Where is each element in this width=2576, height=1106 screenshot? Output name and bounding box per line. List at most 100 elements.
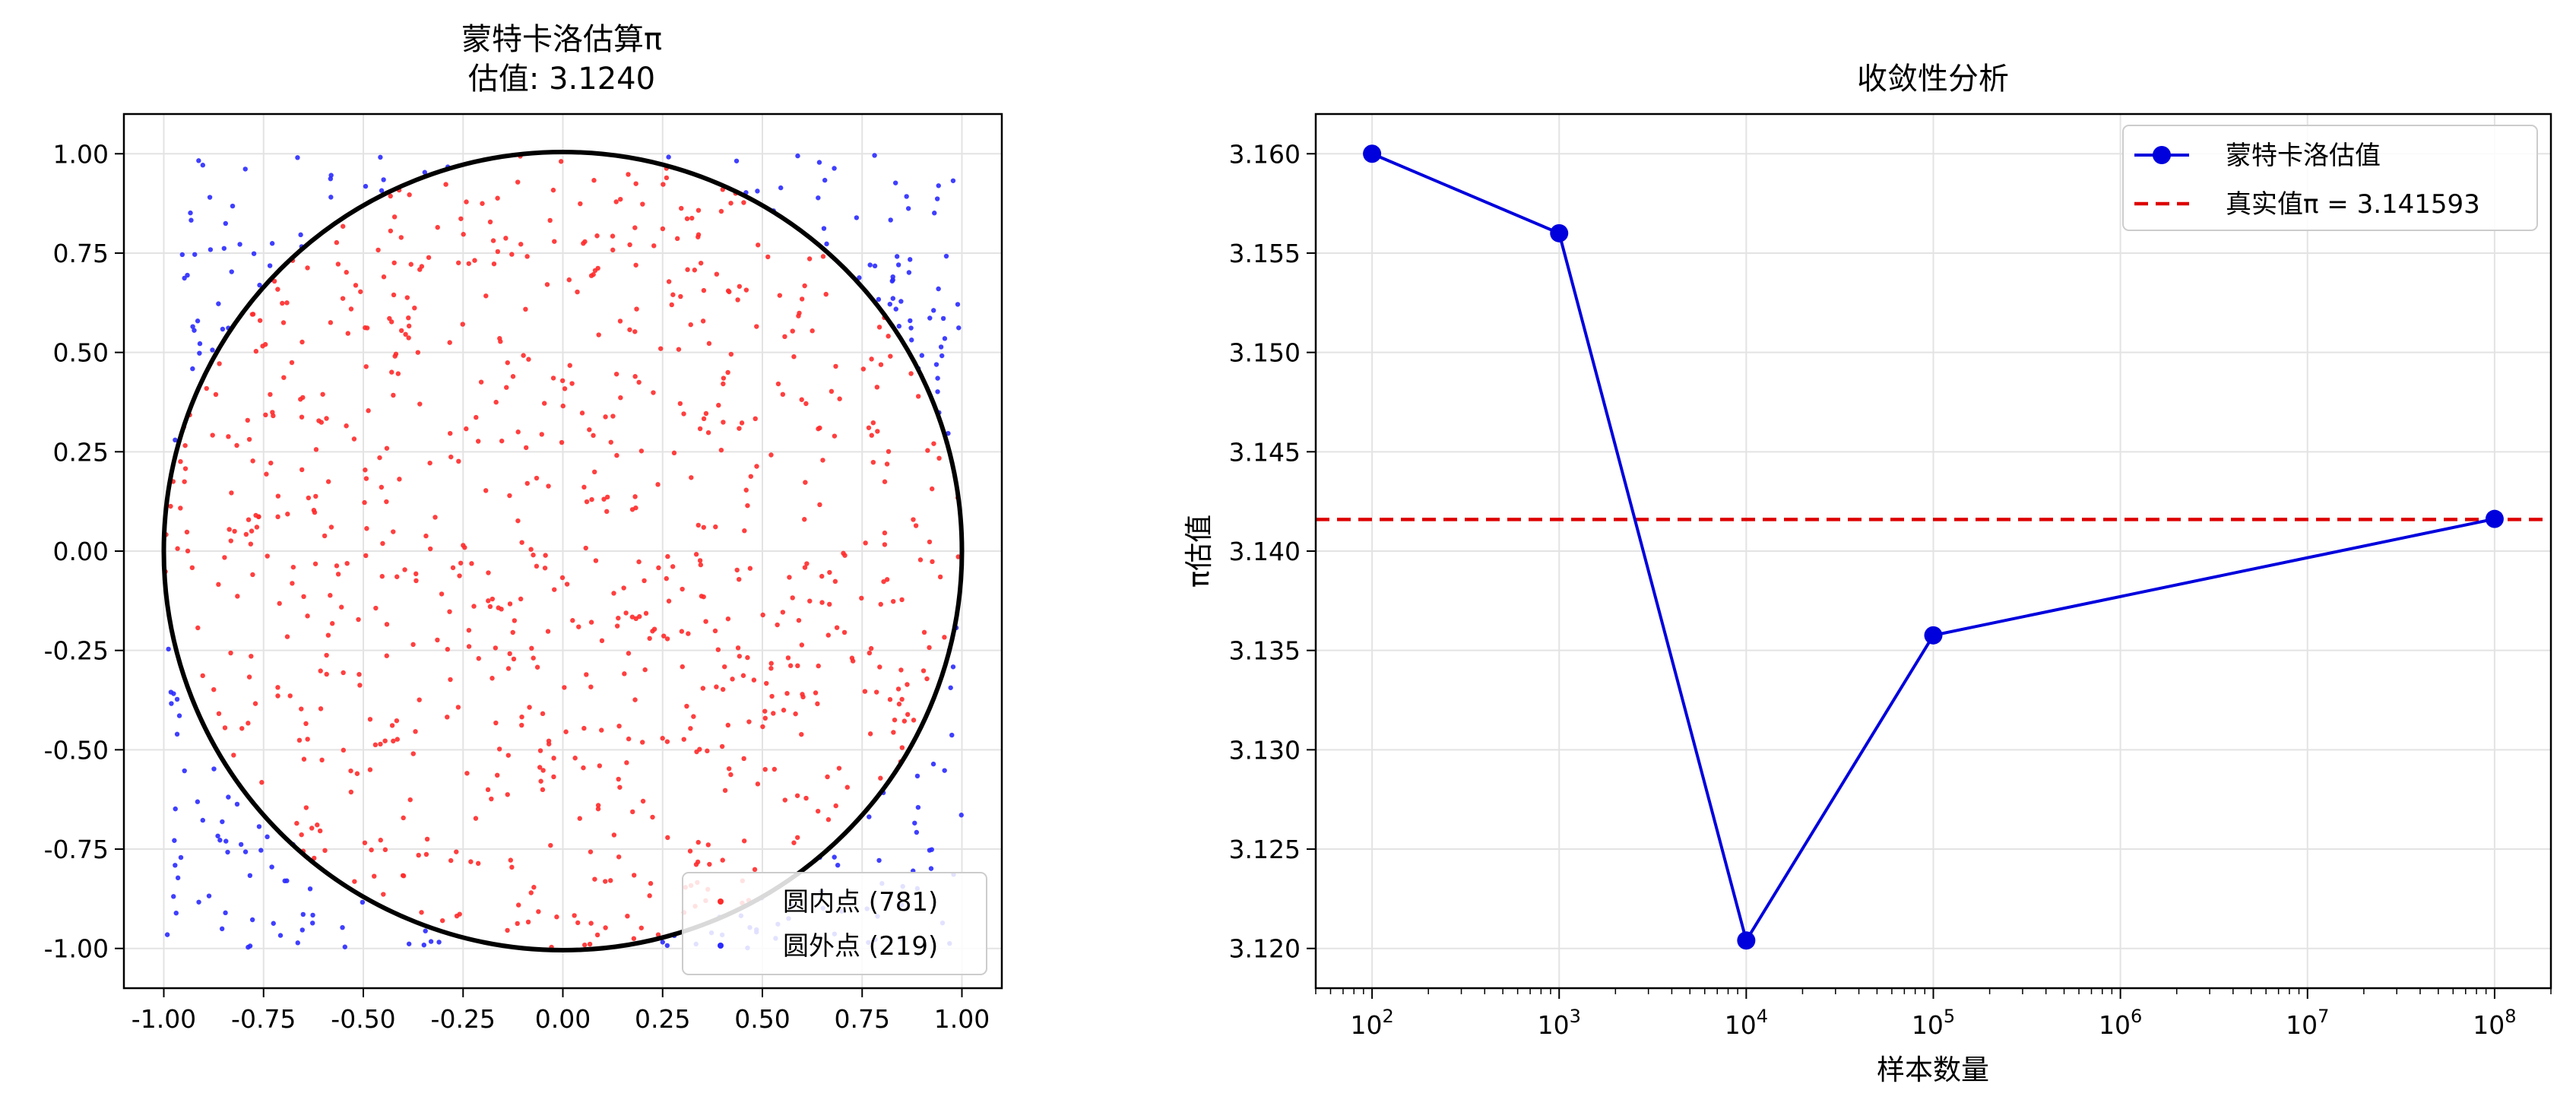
point-outside [892, 180, 898, 185]
point-inside [582, 239, 588, 245]
point-inside [917, 557, 924, 563]
point-inside [647, 635, 652, 642]
point-inside [319, 757, 325, 763]
point-inside [604, 494, 610, 500]
point-inside [445, 715, 450, 720]
point-inside [367, 717, 373, 722]
point-inside [511, 656, 517, 662]
point-inside [955, 554, 961, 559]
point-outside [908, 257, 913, 262]
point-outside [328, 195, 334, 200]
point-inside [531, 552, 536, 558]
point-inside [632, 873, 637, 878]
point-inside [735, 297, 740, 303]
y-tick-label: 3.135 [1229, 636, 1301, 666]
point-outside [340, 924, 345, 930]
point-inside [633, 181, 638, 186]
point-inside [375, 247, 381, 253]
point-inside [328, 320, 334, 325]
convergence-title: 收敛性分析 [1857, 62, 2009, 97]
point-inside [699, 594, 705, 599]
point-inside [742, 528, 747, 534]
legend-marker-inside [718, 898, 724, 905]
point-inside [518, 242, 524, 247]
point-inside [340, 223, 346, 229]
point-outside [220, 819, 225, 825]
point-inside [892, 717, 898, 723]
point-inside [263, 412, 268, 418]
point-inside [665, 553, 670, 559]
point-outside [242, 849, 249, 854]
point-outside [223, 220, 229, 227]
point-inside [210, 433, 215, 438]
point-inside [610, 414, 616, 419]
point-inside [787, 575, 792, 580]
point-inside [836, 765, 842, 771]
point-inside [505, 927, 510, 933]
point-inside [632, 329, 638, 334]
point-outside [185, 272, 190, 278]
point-inside [911, 718, 917, 723]
point-inside [475, 860, 481, 867]
y-tick-label: 3.160 [1229, 139, 1301, 169]
convergence-grid [1316, 114, 2551, 988]
y-tick-label: -1.00 [44, 934, 109, 964]
point-inside [228, 650, 233, 656]
y-tick-label: 3.155 [1229, 239, 1301, 268]
point-inside [837, 396, 842, 401]
point-outside [237, 242, 242, 247]
point-inside [234, 442, 239, 448]
point-inside [603, 879, 608, 884]
point-outside [867, 814, 872, 819]
point-inside [249, 312, 255, 317]
point-outside [178, 854, 184, 860]
point-outside [915, 804, 921, 810]
x-tick-label: 0.50 [734, 1004, 790, 1034]
point-inside [760, 612, 765, 618]
point-inside [626, 172, 631, 177]
point-inside [521, 353, 526, 358]
point-inside [608, 878, 613, 883]
point-inside [611, 832, 617, 838]
point-inside [921, 629, 927, 635]
scatter-grid [124, 114, 1002, 988]
point-outside [219, 926, 225, 932]
point-inside [508, 857, 513, 863]
point-inside [416, 852, 421, 858]
convergence-y-label: π估值 [1183, 515, 1215, 588]
point-inside [341, 747, 347, 753]
point-inside [719, 743, 725, 749]
y-tick-label: 3.125 [1229, 835, 1301, 864]
point-inside [638, 925, 644, 930]
point-inside [404, 295, 410, 300]
point-inside [312, 561, 318, 566]
point-inside [257, 318, 263, 323]
x-tick-label: 108 [2473, 1006, 2516, 1040]
point-inside [284, 634, 290, 639]
point-inside [636, 379, 642, 385]
point-inside [803, 401, 809, 407]
point-inside [250, 458, 255, 464]
point-inside [525, 919, 531, 925]
point-inside [587, 427, 592, 433]
point-inside [725, 722, 731, 728]
point-inside [721, 420, 726, 425]
point-outside [835, 862, 841, 868]
point-inside [820, 458, 825, 463]
point-inside [804, 561, 810, 566]
x-tick-label: 107 [2286, 1006, 2329, 1040]
point-outside [189, 217, 194, 223]
point-inside [670, 564, 676, 569]
point-inside [246, 674, 252, 680]
point-outside [328, 173, 334, 178]
point-inside [823, 291, 829, 297]
point-inside [869, 357, 874, 362]
point-inside [552, 239, 557, 244]
point-inside [802, 565, 808, 570]
estimate-point [1550, 223, 1569, 242]
point-inside [670, 292, 676, 297]
point-inside [357, 683, 363, 688]
point-inside [722, 664, 727, 670]
point-outside [832, 166, 837, 171]
point-inside [204, 385, 209, 391]
